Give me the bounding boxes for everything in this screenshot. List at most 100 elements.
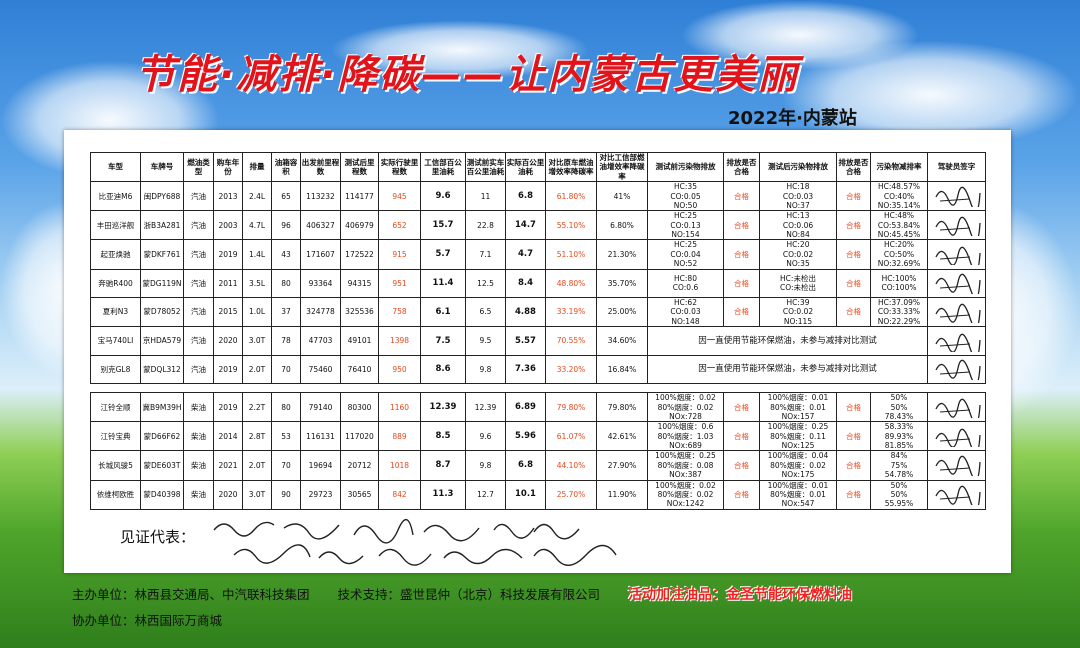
column-header: 对比工信部燃油增效率降碳率 — [596, 151, 648, 183]
column-header: 燃油类型 — [183, 151, 214, 183]
table-cell: 江铃宝典 — [90, 421, 141, 452]
table-cell: 406979 — [340, 210, 379, 241]
table-cell: 7.1 — [465, 239, 506, 270]
witness-signatures — [213, 519, 617, 566]
table-cell: 80300 — [340, 392, 379, 423]
column-header: 对比原车燃油增效率降碳率 — [545, 151, 597, 183]
pre-test-emissions-line: NOx:1242 — [666, 499, 705, 509]
pass-status: 合格 — [723, 450, 760, 481]
table-cell: 113232 — [300, 181, 341, 212]
post-test-emissions-line: NOx:125 — [781, 441, 815, 450]
signature-icon — [934, 186, 981, 212]
page-subtitle: 2022年·内蒙站 — [728, 108, 857, 129]
table-cell: 915 — [378, 239, 421, 270]
table-cell: 2019 — [213, 392, 243, 423]
driver-signature — [927, 181, 986, 212]
driver-signature — [927, 210, 986, 242]
table-cell: 起亚焕驰 — [90, 239, 141, 270]
emission-reduction-rate-line: 50% — [890, 489, 908, 499]
table-cell: 43 — [271, 239, 301, 270]
table-cell: 5.7 — [420, 239, 466, 270]
table-cell: 4.7 — [505, 239, 546, 270]
table-cell: 33.20% — [545, 354, 597, 385]
pre-test-emissions-line: 100%烟度：0.6 — [657, 422, 714, 432]
table-cell: 48.80% — [545, 268, 597, 298]
post-test-emissions-line: NOx:157 — [781, 411, 815, 421]
emission-reduction-rate-line: 89.93% — [884, 431, 914, 441]
post-test-emissions-line: CO:未检出 — [779, 283, 817, 293]
post-test-emissions-line: CO:0.03 — [782, 191, 814, 201]
table-cell: 8.4 — [505, 268, 546, 298]
pre-test-emissions-line: NO:52 — [673, 259, 698, 269]
pre-test-emissions-line: CO:0.03 — [670, 307, 701, 317]
table-cell: 比亚迪M6 — [90, 181, 141, 212]
emission-reduction-rate: HC:48% CO:53.84% NO:45.45% — [870, 210, 928, 241]
table-cell: 6.5 — [465, 296, 506, 328]
signature-icon — [934, 428, 981, 454]
pass-status: 合格 — [836, 450, 871, 481]
pre-test-emissions-line: CO:0.04 — [670, 249, 701, 259]
signature-icon — [934, 273, 981, 299]
table-cell: 80 — [271, 268, 301, 298]
table-cell: 汽油 — [183, 296, 214, 328]
table-cell: 蒙DG119N — [140, 268, 184, 298]
table-cell: 75460 — [300, 354, 341, 385]
table-row: 长城风骏5 蒙DE603T 柴油 2021 2.0T 70 19694 20712 1018 8.… — [90, 450, 986, 482]
table-cell: 6.80% — [596, 210, 648, 241]
column-header: 驾驶员签字 — [927, 151, 986, 183]
table-cell: 江铃全顺 — [90, 392, 141, 423]
results-board: 车型 车牌号 燃油类型 购车年份 排量 油箱容积 出发前里程数 测试后里程数 实际行驶里程数 工信… — [64, 130, 1011, 573]
table-cell: 41% — [596, 181, 648, 212]
pre-test-emissions: 100%烟度：0.02 80%烟度：0.02 NOx:1242 — [647, 479, 724, 510]
table-cell: 宝马740LI — [90, 326, 141, 356]
table-cell: 70.55% — [545, 326, 597, 356]
emission-reduction-rate-line: 81.85% — [884, 441, 914, 450]
pre-test-emissions-line: 80%烟度：1.03 — [657, 431, 714, 441]
emission-reduction-rate-line: 50% — [890, 393, 908, 403]
signature-icon — [934, 398, 981, 424]
column-header: 实际行驶里程数 — [378, 151, 421, 183]
post-test-emissions: HC:未检出 CO:未检出 — [759, 268, 837, 298]
table-cell: 889 — [378, 421, 421, 452]
pre-test-emissions-line: HC:80 — [674, 273, 697, 283]
post-test-emissions: 100%烟度：0.04 80%烟度：0.02 NOx:175 — [759, 450, 837, 481]
pass-status: 合格 — [836, 210, 871, 241]
post-test-emissions: HC:39 CO:0.02 NO:115 — [759, 296, 837, 328]
table-cell: 2020 — [213, 326, 243, 356]
table-cell: 79.80% — [596, 392, 648, 423]
pass-status: 合格 — [723, 392, 760, 423]
column-header: 油箱容积 — [271, 151, 301, 183]
table-cell: 2014 — [213, 421, 243, 452]
table-cell: 53 — [271, 421, 301, 452]
signature-icon — [934, 486, 981, 512]
emission-reduction-rate-line: CO:53.84% — [877, 220, 921, 230]
pre-test-emissions-line: CO:0.13 — [670, 220, 701, 230]
table-cell: 34.60% — [596, 326, 648, 356]
table-cell: 7.36 — [505, 354, 546, 385]
table-cell: 汽油 — [183, 210, 214, 241]
post-test-emissions-line: 100%烟度：0.01 — [767, 480, 829, 490]
table-cell: 依维柯欧胜 — [90, 479, 141, 510]
table-row: 比亚迪M6 闽DPY688 汽油 2013 2.4L 65 113232 114177 945 9… — [90, 181, 986, 212]
post-test-emissions-line: CO:0.06 — [782, 220, 814, 230]
table-cell: 8.5 — [420, 421, 466, 452]
cloud — [330, 20, 590, 80]
table-cell: 柴油 — [183, 450, 214, 481]
table-cell: 11.3 — [420, 479, 466, 510]
table-row: 江铃全顺 冀B9M39H 柴油 2019 2.2T 80 79140 80300 1160 12.… — [90, 392, 986, 424]
post-test-emissions-line: HC:20 — [786, 240, 810, 250]
emission-reduction-rate-line: HC:100% — [881, 273, 917, 283]
table-cell: 5.96 — [505, 421, 546, 452]
pre-test-emissions-line: CO:0.6 — [672, 283, 699, 293]
table-cell: 9.5 — [465, 326, 506, 356]
table-cell: 长城风骏5 — [90, 450, 141, 481]
signature-icon — [934, 333, 981, 359]
table-cell: 2003 — [213, 210, 243, 241]
table-cell: 7.5 — [420, 326, 466, 356]
post-test-emissions-line: NO:35 — [786, 259, 810, 269]
emission-reduction-rate-line: 75% — [890, 460, 908, 470]
table-cell: 758 — [378, 296, 421, 328]
pass-status: 合格 — [723, 181, 760, 212]
pre-test-emissions-line: 80%烟度：0.08 — [657, 460, 714, 470]
signature-icon — [934, 303, 981, 329]
